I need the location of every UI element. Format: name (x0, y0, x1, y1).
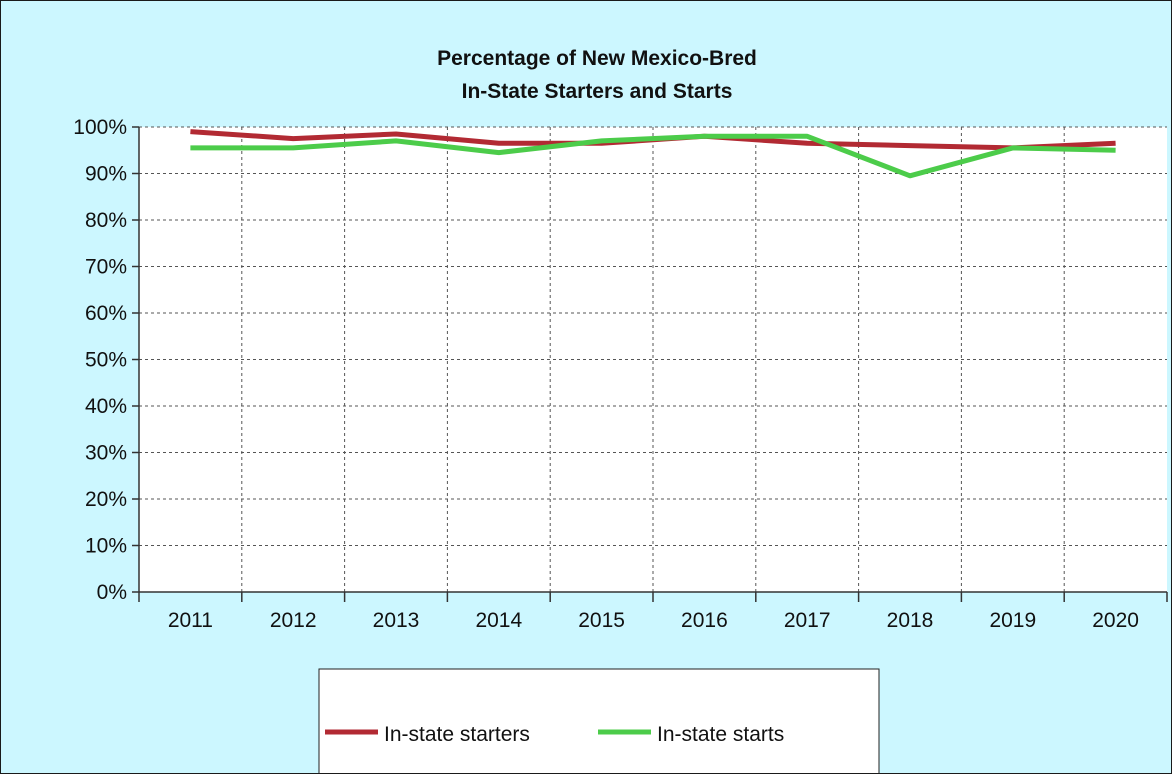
y-tick-label: 90% (85, 163, 127, 186)
y-tick-label: 70% (85, 256, 127, 279)
legend-box (318, 668, 880, 773)
y-tick-label: 20% (85, 488, 127, 511)
series-line-2 (190, 133, 1116, 179)
y-tick-label: 40% (85, 395, 127, 418)
x-tick-label: 2013 (373, 609, 420, 632)
y-tick-label: 50% (85, 349, 127, 372)
x-tick-label: 2019 (989, 609, 1036, 632)
y-tick-label: 100% (73, 116, 127, 139)
axes (132, 126, 1168, 602)
x-tick-label: 2020 (1092, 609, 1139, 632)
x-tick-label: 2018 (887, 609, 934, 632)
x-tick-label: 2015 (578, 609, 625, 632)
y-tick-label: 30% (85, 442, 127, 465)
chart-title-line-2: In-State Starters and Starts (462, 80, 733, 103)
x-tick-label: 2014 (475, 609, 522, 632)
y-tick-label: 60% (85, 302, 127, 325)
y-tick-label: 0% (97, 581, 127, 604)
y-tick-label: 10% (85, 535, 127, 558)
x-tick-label: 2017 (784, 609, 831, 632)
legend: In-state starters In-state starts (318, 668, 880, 773)
legend-label-series-2: In-state starts (657, 723, 784, 746)
plot-area (139, 127, 1167, 592)
x-tick-label: 2012 (270, 609, 317, 632)
y-tick-label: 80% (85, 209, 127, 232)
chart-title-line-1: Percentage of New Mexico-Bred (437, 47, 757, 70)
series-lines (190, 129, 1116, 179)
x-tick-label: 2011 (168, 609, 213, 632)
x-tick-label: 2016 (681, 609, 728, 632)
legend-label-series-1: In-state starters (384, 723, 530, 746)
tick-labels: 0% 10% 20% 30% 40% 50% 60% 70% 80% 90% 100% 2011 201… (73, 116, 1139, 632)
